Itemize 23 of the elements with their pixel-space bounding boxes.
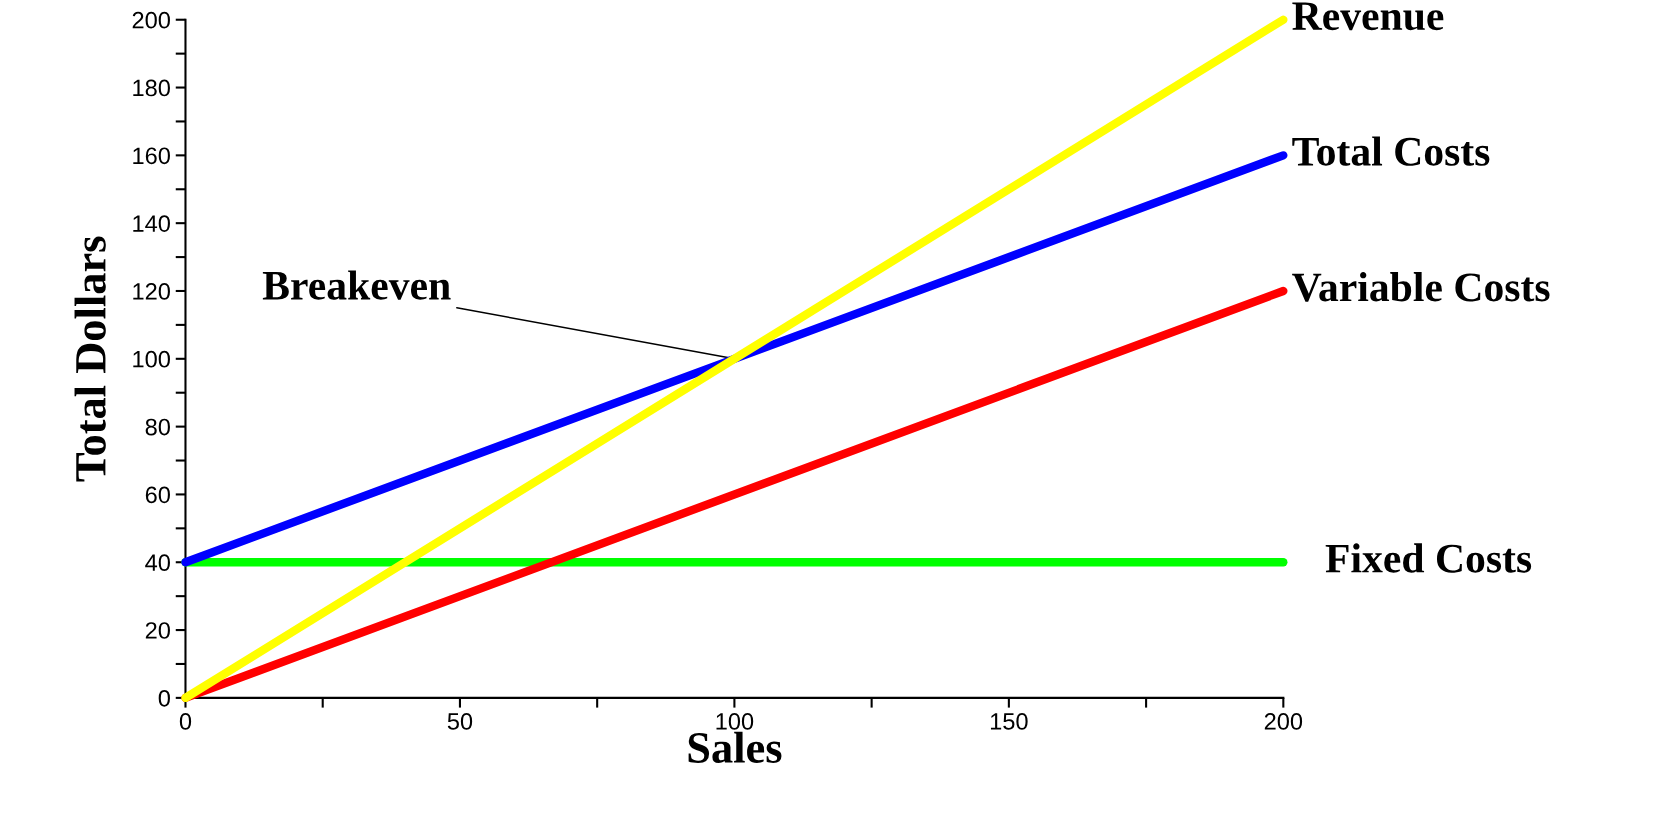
y-tick-label: 80: [145, 418, 170, 436]
x-tick-label: 0: [179, 713, 192, 730]
y-tick-label: 40: [145, 554, 170, 572]
y-tick-label: 200: [132, 11, 170, 29]
y-tick-label: 160: [133, 147, 170, 165]
x-tick-label: 200: [1264, 713, 1303, 730]
series-label: Fixed Costs: [1325, 543, 1532, 573]
x-tick-label: 100: [716, 713, 754, 730]
series-label: Total Costs: [1292, 136, 1490, 166]
y-tick-label: 100: [133, 350, 170, 368]
y-tick-label: 140: [133, 215, 170, 232]
x-axis-title: Sales: [688, 731, 782, 763]
y-tick-label: 120: [133, 283, 170, 300]
y-tick-label: 60: [145, 486, 170, 504]
x-tick-label: 150: [990, 713, 1028, 730]
y-axis-title: Total Dollars: [74, 236, 106, 482]
y-tick-label: 20: [145, 622, 170, 639]
series-label: Revenue: [1292, 2, 1444, 31]
annotation: Breakeven: [262, 270, 451, 300]
y-tick-label: 0: [158, 689, 170, 707]
y-tick-label: 180: [133, 79, 170, 97]
series-label: Variable Costs: [1292, 272, 1550, 302]
x-tick-label: 50: [447, 713, 473, 730]
